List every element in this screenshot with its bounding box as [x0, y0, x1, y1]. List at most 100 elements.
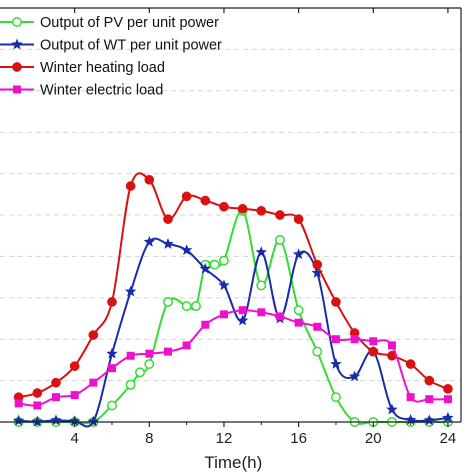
- x-tick-label-5: 24: [440, 430, 457, 447]
- series-3-point-3: [70, 391, 79, 400]
- series-3-point-23: [443, 395, 452, 404]
- x-tick-label-4: 20: [365, 430, 382, 447]
- series-3-point-12: [238, 306, 247, 315]
- series-0-point-7: [135, 367, 145, 378]
- series-3-point-11: [219, 310, 228, 319]
- series-2-point-4: [88, 330, 99, 340]
- series-group: [12, 172, 454, 428]
- series-1-point-20: [386, 403, 398, 415]
- series-1-point-0: [12, 414, 25, 426]
- series-0-point-5: [107, 400, 117, 411]
- series-2-point-23: [443, 384, 453, 394]
- series-3: [14, 306, 452, 410]
- series-2-point-15: [293, 214, 304, 224]
- series-2-point-17: [331, 297, 341, 307]
- series-3-point-17: [331, 335, 340, 344]
- series-3-point-16: [313, 322, 322, 331]
- series-3-point-22: [425, 395, 434, 404]
- series-3-point-20: [387, 341, 396, 350]
- x-tick-label-1: 8: [145, 430, 153, 447]
- series-2-point-7: [144, 174, 155, 185]
- series-3-point-0: [14, 399, 23, 408]
- series-3-point-8: [163, 347, 172, 356]
- series-1-point-6: [124, 285, 137, 297]
- series-3-point-19: [369, 337, 378, 346]
- series-1-point-2: [50, 414, 62, 426]
- series-2-point-19: [368, 346, 379, 357]
- series-1-point-1: [31, 415, 44, 427]
- legend: Output of PV per unit power Output of WT …: [0, 15, 222, 99]
- series-2-point-2: [51, 377, 61, 388]
- legend-entry-0: Output of PV per unit power: [0, 15, 219, 31]
- series-3-point-14: [275, 312, 284, 321]
- series-0-point-18: [293, 305, 304, 316]
- series-0-point-10: [181, 301, 192, 312]
- series-0-point-11: [191, 301, 201, 312]
- series-1-point-16: [311, 266, 323, 278]
- series-2-point-3: [69, 361, 80, 371]
- series-0-point-9: [163, 296, 173, 307]
- series-3-point-15: [294, 318, 303, 327]
- series-1-point-21: [404, 413, 417, 425]
- series-3-point-21: [406, 393, 415, 402]
- series-1-point-7: [143, 235, 156, 247]
- series-1-point-18: [348, 370, 361, 382]
- series-1-point-3: [68, 415, 81, 427]
- series-2-point-6: [125, 181, 136, 191]
- legend-marker-1: [11, 38, 23, 50]
- legend-entry-2: Winter heating load: [0, 60, 165, 76]
- series-3-point-18: [350, 335, 359, 344]
- series-1-point-9: [180, 244, 193, 256]
- x-tick-label-2: 12: [216, 430, 233, 447]
- series-0-point-14: [219, 255, 229, 266]
- series-2-point-12: [237, 203, 248, 214]
- x-tick-label-3: 16: [290, 430, 307, 447]
- series-1-point-11: [218, 279, 230, 291]
- series-3-point-9: [182, 341, 191, 350]
- legend-entry-3: Winter electric load: [0, 83, 163, 99]
- series-1-point-15: [292, 248, 305, 260]
- series-line-3: [18, 309, 448, 407]
- series-2-point-10: [200, 195, 211, 206]
- series-0-point-19: [312, 346, 323, 357]
- series-0-point-20: [331, 392, 341, 403]
- series-3-point-13: [257, 308, 266, 317]
- series-line-1: [18, 237, 449, 428]
- x-axis-label: Time(h): [204, 453, 262, 472]
- legend-entry-1: Output of WT per unit power: [0, 38, 222, 54]
- grid-lines: [0, 48, 461, 382]
- series-3-point-1: [33, 401, 42, 410]
- series-1-point-8: [162, 237, 174, 249]
- series-0-point-8: [144, 359, 155, 369]
- series-1-point-22: [423, 414, 435, 426]
- series-2-point-8: [163, 214, 173, 224]
- series-1: [12, 235, 454, 428]
- series-2-point-16: [312, 259, 323, 270]
- series-2-point-9: [181, 191, 192, 202]
- series-3-point-5: [107, 364, 116, 373]
- axes: 4 8 12 16 20 24 Time(h): [0, 7, 462, 472]
- series-0-point-13: [209, 259, 220, 270]
- legend-label-2: Winter heating load: [40, 60, 165, 76]
- series-3-point-4: [89, 378, 98, 387]
- series-2-point-11: [219, 201, 229, 212]
- series-2-point-22: [424, 375, 435, 386]
- series-3-point-7: [145, 349, 154, 358]
- legend-marker-3: [13, 85, 21, 94]
- legend-label-0: Output of PV per unit power: [40, 15, 219, 31]
- series-1-point-17: [330, 358, 342, 369]
- series-1-point-5: [106, 347, 118, 359]
- legend-marker-2: [12, 62, 22, 72]
- series-3-point-2: [51, 393, 60, 402]
- series-0-point-16: [256, 280, 267, 291]
- series-1-point-23: [442, 411, 454, 423]
- series-2-point-5: [107, 297, 117, 307]
- series-2-point-1: [32, 388, 43, 398]
- x-tick-label-0: 4: [70, 430, 78, 447]
- series-2-point-13: [256, 206, 267, 216]
- legend-label-1: Output of WT per unit power: [40, 38, 222, 54]
- series-3-point-6: [126, 351, 135, 360]
- series-2-point-21: [405, 359, 416, 369]
